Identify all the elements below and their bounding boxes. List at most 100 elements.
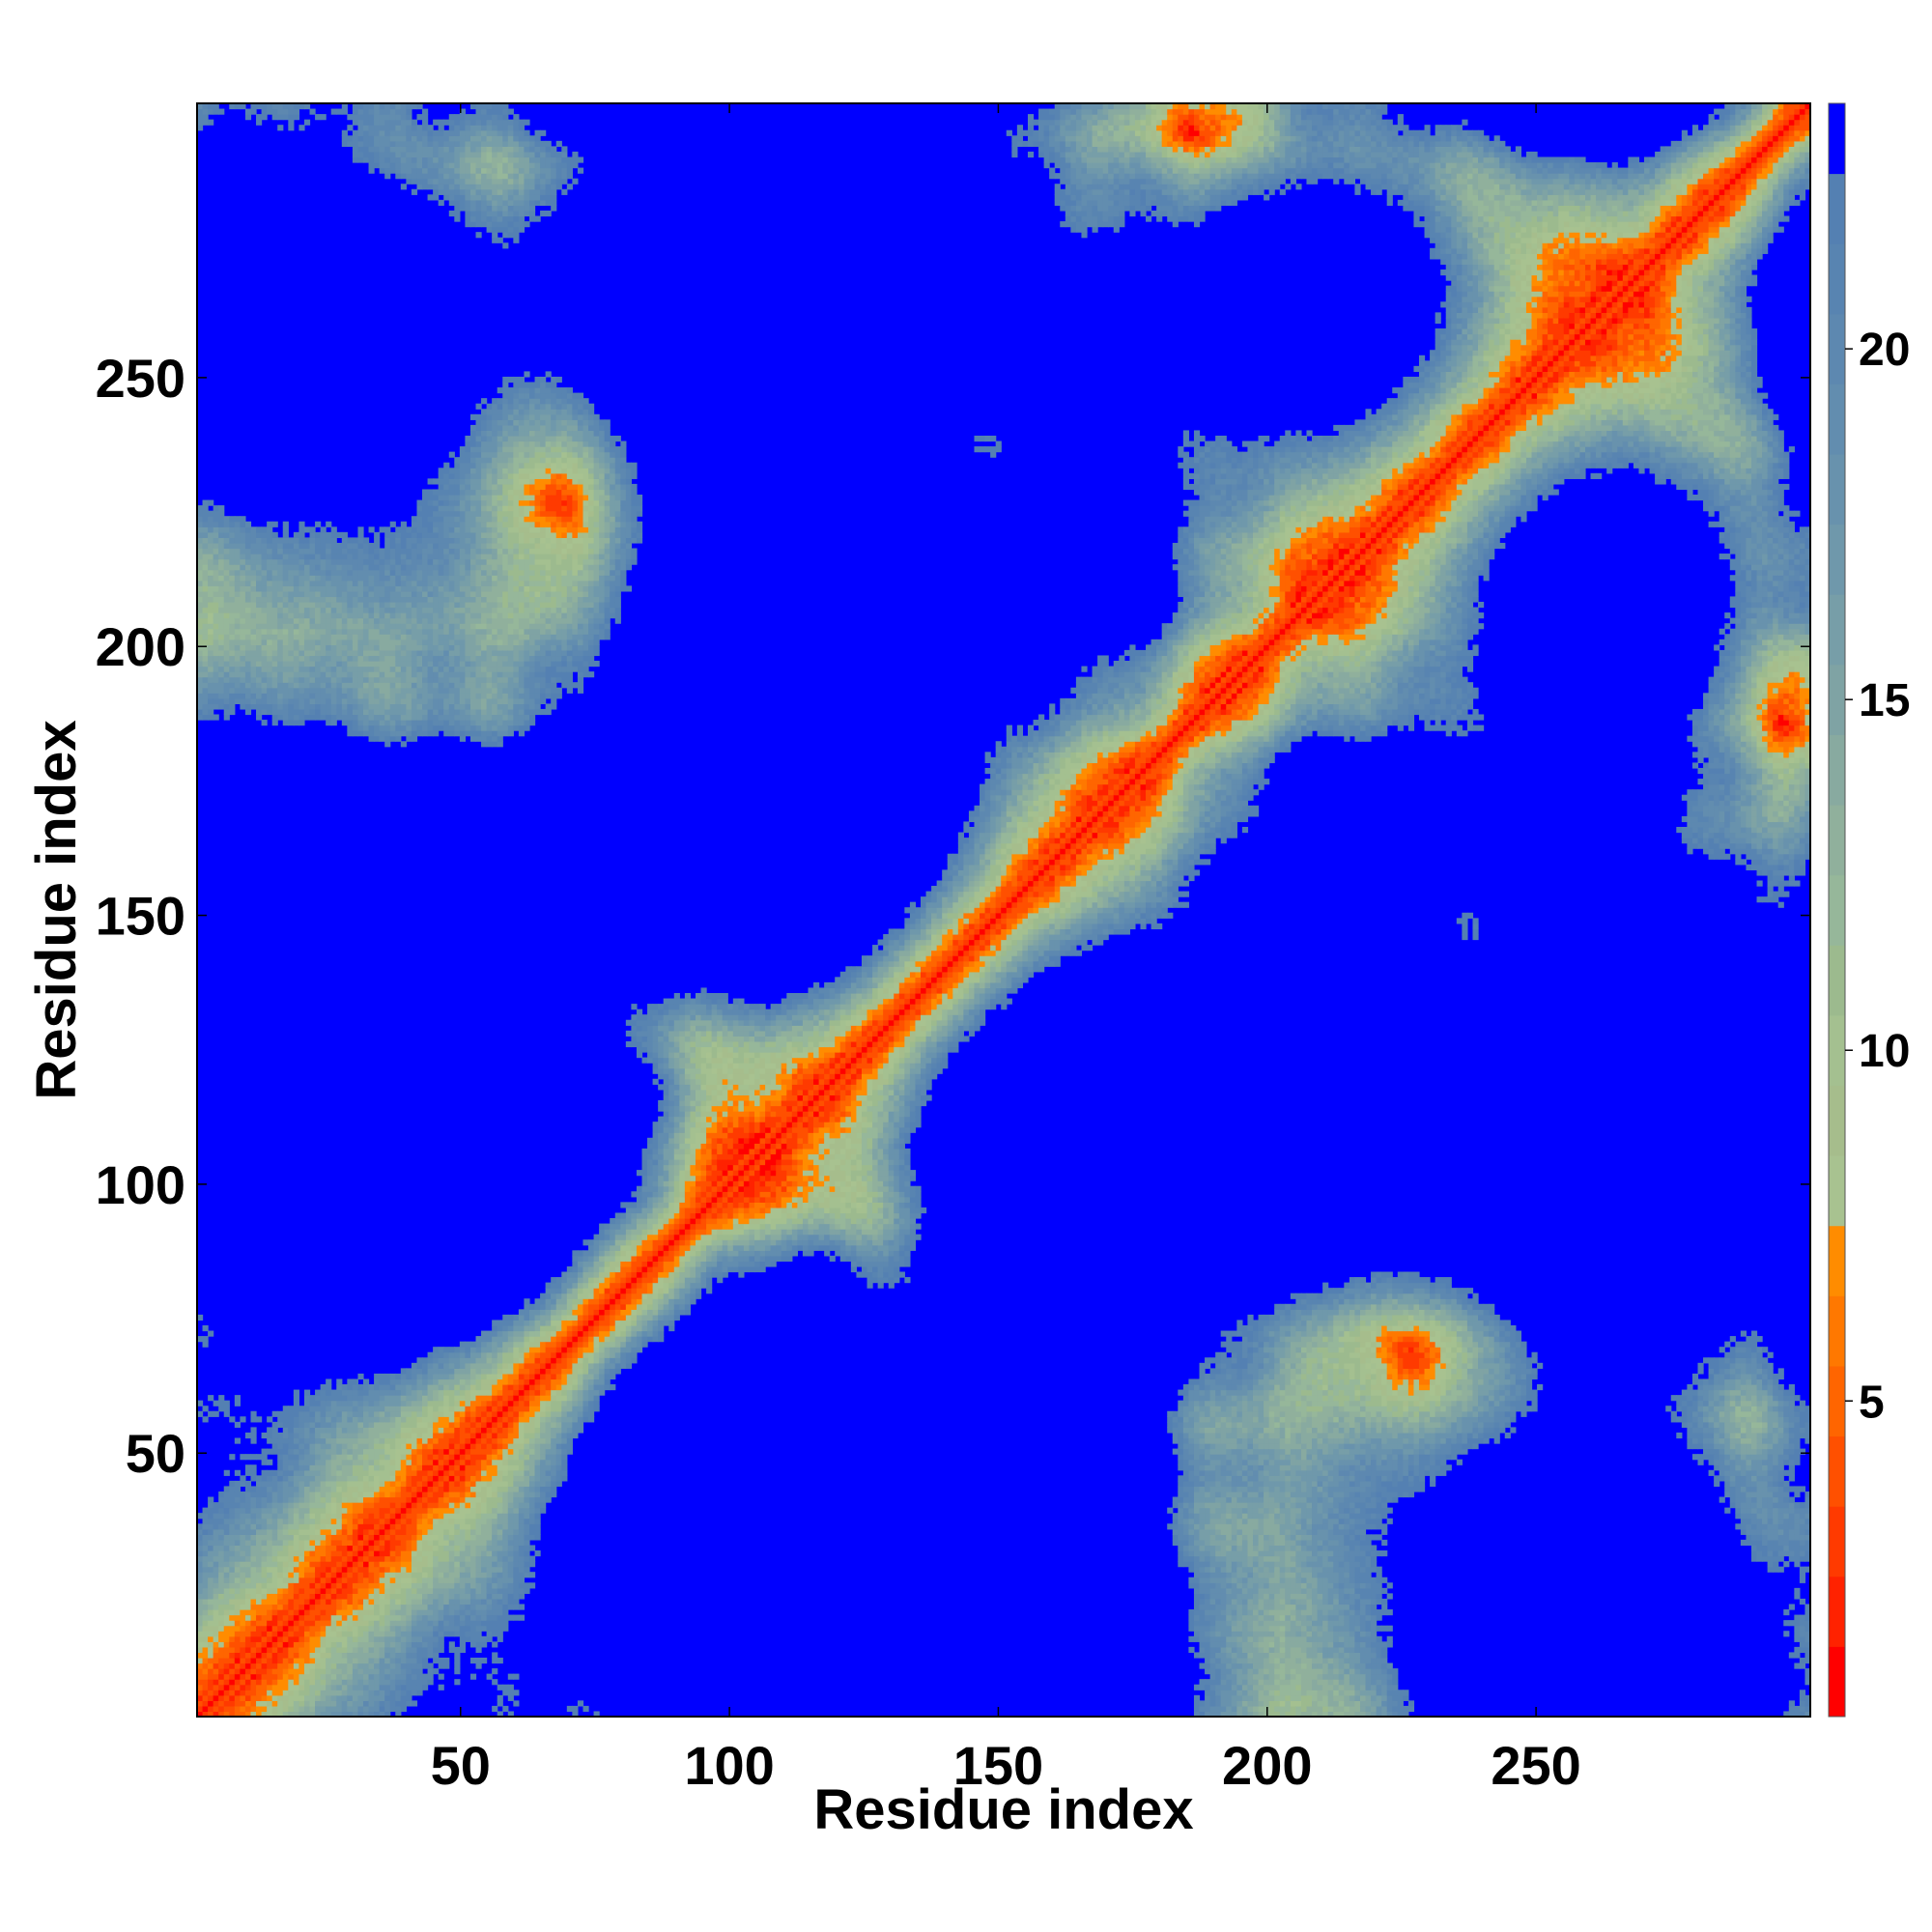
heatmap-cell [315,1647,321,1653]
heatmap-cell [283,1464,289,1470]
heatmap-cell [357,570,363,576]
heatmap-cell [326,1668,331,1674]
heatmap-cell [357,1599,363,1605]
heatmap-cell [310,623,316,629]
heatmap-cell [401,1615,407,1621]
heatmap-cell [395,146,401,152]
heatmap-cell [224,677,230,683]
heatmap-cell [208,688,213,694]
heatmap-cell [439,537,444,543]
heatmap-cell [298,537,304,543]
heatmap-cell [363,1401,369,1406]
heatmap-cell [326,688,331,694]
heatmap-cell [428,537,434,543]
heatmap-cell [288,549,294,554]
heatmap-cell [357,677,363,683]
heatmap-cell [406,1540,412,1546]
heatmap-cell [353,608,358,613]
heatmap-cell [449,667,455,672]
heatmap-cell [283,549,289,554]
heatmap-cell [213,1529,219,1535]
heatmap-cell [342,135,348,141]
heatmap-cell [416,1519,422,1524]
heatmap-cell [240,1416,245,1422]
heatmap-cell [422,650,428,656]
heatmap-cell [288,671,294,677]
heatmap-cell [347,591,353,597]
heatmap-cell [454,1427,460,1433]
heatmap-cell [416,1390,422,1396]
heatmap-cell [357,1374,363,1379]
heatmap-cell [245,655,251,661]
heatmap-cell [357,1492,363,1497]
heatmap-cell [342,1443,348,1449]
heatmap-cell [454,1401,460,1406]
heatmap-cell [433,693,439,698]
heatmap-cell [304,120,310,126]
heatmap-cell [412,655,417,661]
heatmap-cell [401,1540,407,1546]
heatmap-cell [363,564,369,570]
heatmap-cell [380,709,385,715]
heatmap-cell [310,585,316,591]
heatmap-cell [374,1556,380,1562]
heatmap-cell [406,109,412,115]
heatmap-cell [374,1529,380,1535]
heatmap-cell [294,1390,299,1396]
heatmap-cell [347,125,353,130]
heatmap-cell [336,1620,342,1626]
heatmap-cell [321,671,327,677]
heatmap-cell [235,1502,241,1508]
heatmap-cell [326,1416,331,1422]
heatmap-cell [294,709,299,715]
heatmap-cell [298,543,304,549]
heatmap-cell [288,618,294,624]
heatmap-cell [288,1433,294,1438]
heatmap-cell [298,688,304,694]
heatmap-cell [331,1545,337,1550]
heatmap-cell [449,505,455,511]
heatmap-cell [384,591,390,597]
heatmap-cell [342,677,348,683]
heatmap-cell [321,1652,327,1658]
heatmap-cell [347,1401,353,1406]
heatmap-cell [353,1663,358,1669]
heatmap-cell [277,543,283,549]
heatmap-cell [288,1700,294,1706]
heatmap-cell [369,634,375,639]
heatmap-cell [267,1577,272,1583]
heatmap-cell [443,526,449,532]
heatmap-cell [262,1492,268,1497]
heatmap-cell [449,682,455,688]
heatmap-cell [203,1658,209,1663]
heatmap-cell [342,1464,348,1470]
heatmap-cell [235,1679,241,1685]
heatmap-cell [406,644,412,650]
heatmap-cell [439,1416,444,1422]
heatmap-cell [422,1433,428,1438]
heatmap-cell [208,549,213,554]
heatmap-cell [218,677,224,683]
heatmap-cell [298,581,304,586]
heatmap-cell [315,682,321,688]
heatmap-cell [449,1593,455,1599]
heatmap-cell [401,1663,407,1669]
heatmap-cell [384,130,390,136]
heatmap-cell [294,1497,299,1503]
heatmap-cell [310,644,316,650]
heatmap-cell [439,698,444,704]
heatmap-cell [395,602,401,608]
heatmap-cell [321,549,327,554]
heatmap-cell [449,698,455,704]
heatmap-cell [315,1449,321,1455]
heatmap-cell [310,1475,316,1481]
heatmap-cell [384,141,390,147]
heatmap-cell [384,1550,390,1556]
heatmap-cell [439,1658,444,1663]
heatmap-cell [326,1582,331,1588]
heatmap-cell [315,623,321,629]
heatmap-cell [235,623,241,629]
heatmap-cell [369,559,375,565]
heatmap-cell [235,650,241,656]
heatmap-cell [406,585,412,591]
